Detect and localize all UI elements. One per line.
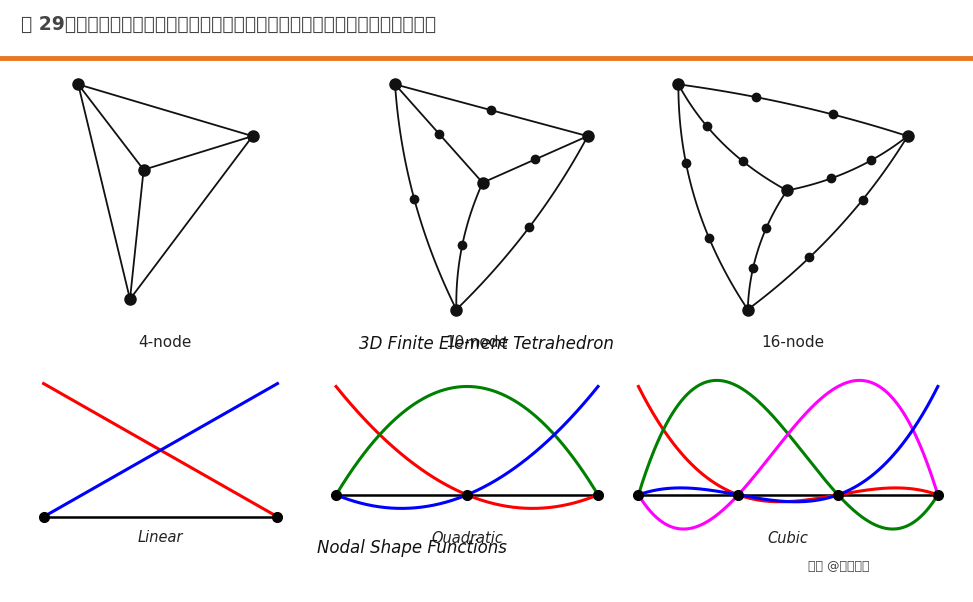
Text: 3D Finite Element Tetrahedron: 3D Finite Element Tetrahedron <box>359 335 614 353</box>
Text: Quadratic: Quadratic <box>431 530 503 545</box>
Text: Linear: Linear <box>138 530 183 545</box>
Text: Cubic: Cubic <box>768 530 809 545</box>
Text: 图 29：从左到右单元阶次分别为线性、二次、三次，节点数量和复杂度依次提高: 图 29：从左到右单元阶次分别为线性、二次、三次，节点数量和复杂度依次提高 <box>21 14 437 34</box>
Text: 16-node: 16-node <box>762 335 824 350</box>
Text: 4-node: 4-node <box>139 335 192 350</box>
Text: 头条 @未来智库: 头条 @未来智库 <box>808 560 870 573</box>
Text: Nodal Shape Functions: Nodal Shape Functions <box>317 539 507 557</box>
Text: 10-node: 10-node <box>446 335 508 350</box>
